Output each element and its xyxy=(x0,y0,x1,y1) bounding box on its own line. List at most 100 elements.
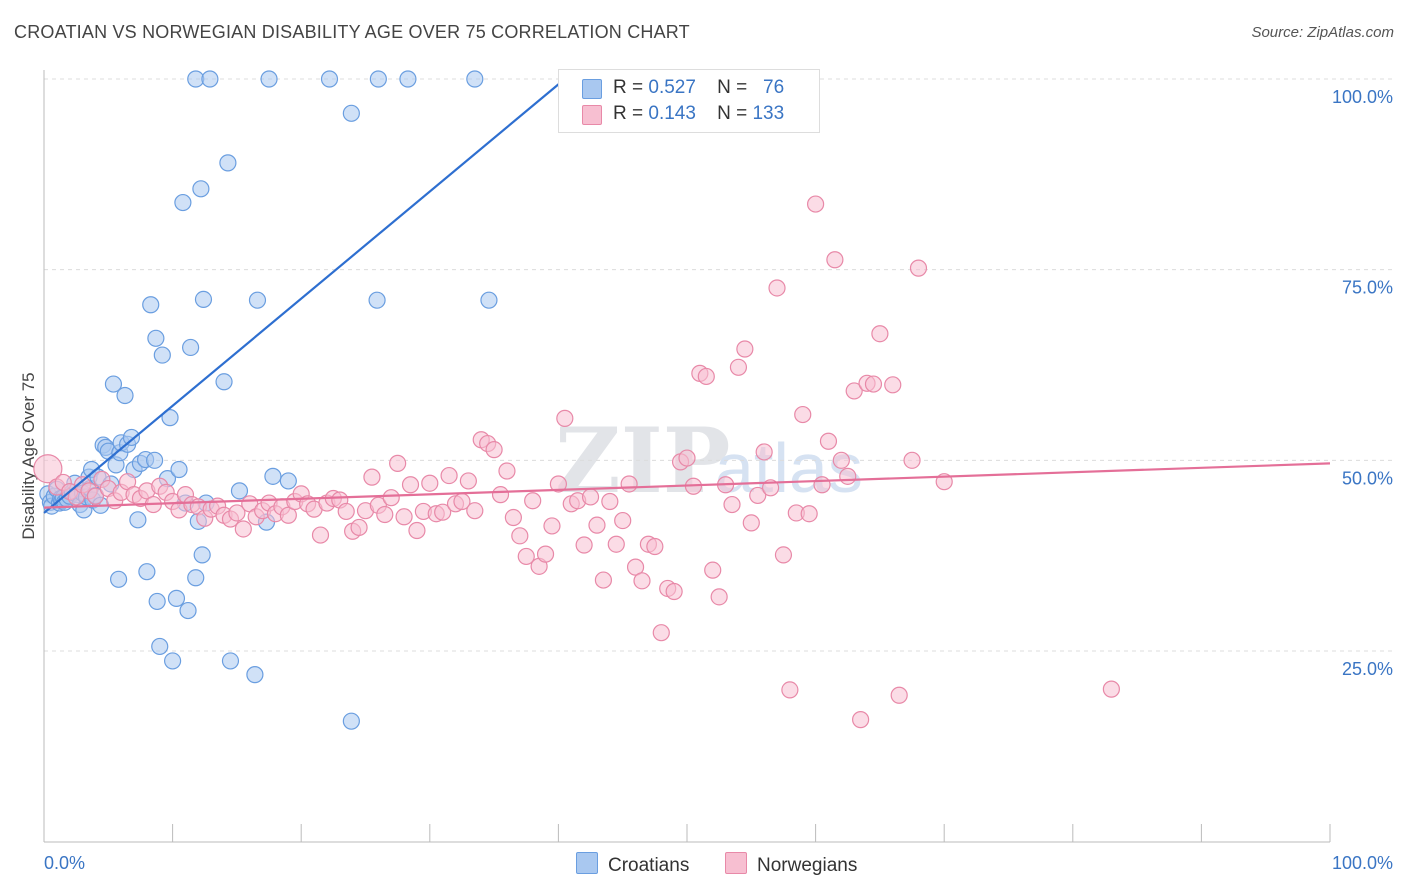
data-point-croatians xyxy=(201,70,219,88)
data-point-norwegians xyxy=(408,521,426,540)
data-point-croatians xyxy=(193,546,211,564)
data-point-norwegians xyxy=(614,511,632,530)
data-point-norwegians xyxy=(588,516,606,534)
data-point-croatians xyxy=(368,291,386,309)
data-point-croatians xyxy=(369,70,387,88)
data-point-norwegians xyxy=(524,492,542,510)
legend-r-value: 0.527 xyxy=(648,77,696,98)
y-tick-label: 50.0% xyxy=(1342,468,1393,488)
legend-n-label: N = xyxy=(717,103,748,124)
data-point-norwegians xyxy=(575,536,593,554)
data-point-norwegians xyxy=(909,259,928,277)
data-point-norwegians xyxy=(485,441,503,459)
legend-n-label: N = xyxy=(717,77,748,98)
data-point-norwegians xyxy=(652,624,670,642)
data-point-norwegians xyxy=(601,492,619,511)
data-point-croatians xyxy=(174,193,192,212)
data-point-croatians xyxy=(248,291,267,309)
data-point-croatians xyxy=(116,386,134,405)
data-point-norwegians xyxy=(337,502,355,521)
bottom-legend-norwegians: Norwegians xyxy=(725,852,857,877)
data-point-norwegians xyxy=(852,711,870,729)
data-point-croatians xyxy=(164,652,182,670)
data-point-norwegians xyxy=(1102,680,1120,698)
data-point-norwegians xyxy=(620,475,638,493)
legend-swatch-croatians xyxy=(582,79,602,99)
bottom-legend-swatch-norwegians xyxy=(725,852,747,874)
legend-r-label: R = xyxy=(613,77,644,98)
y-axis-label: Disability Age Over 75 xyxy=(19,372,38,539)
data-point-norwegians xyxy=(491,486,510,504)
data-point-croatians xyxy=(145,451,164,469)
data-point-croatians xyxy=(109,570,128,588)
data-point-norwegians xyxy=(723,495,741,514)
data-point-norwegians xyxy=(33,454,63,484)
data-point-norwegians xyxy=(903,451,921,469)
data-point-norwegians xyxy=(581,488,600,506)
bottom-legend-label: Norwegians xyxy=(757,855,858,876)
data-point-norwegians xyxy=(749,486,767,505)
data-point-croatians xyxy=(264,467,282,485)
data-point-norwegians xyxy=(774,546,793,564)
data-point-croatians xyxy=(230,482,249,500)
y-tick-label: 25.0% xyxy=(1342,659,1393,679)
data-point-croatians xyxy=(192,180,210,198)
data-point-norwegians xyxy=(389,454,407,472)
data-point-norwegians xyxy=(742,514,760,532)
data-point-norwegians xyxy=(890,686,908,704)
data-point-croatians xyxy=(342,712,360,730)
data-point-croatians xyxy=(221,652,240,670)
data-point-norwegians xyxy=(350,518,368,537)
data-point-norwegians xyxy=(794,405,812,424)
data-point-croatians xyxy=(138,563,156,581)
data-point-norwegians xyxy=(421,474,439,492)
data-point-croatians xyxy=(151,637,169,656)
data-point-croatians xyxy=(129,511,147,529)
legend-n-value: 76 xyxy=(763,77,785,98)
data-point-croatians xyxy=(399,70,417,88)
data-point-croatians xyxy=(480,291,498,309)
data-point-norwegians xyxy=(536,545,555,563)
data-point-norwegians xyxy=(704,561,722,579)
data-point-croatians xyxy=(104,375,123,393)
data-point-norwegians xyxy=(607,535,625,553)
data-point-norwegians xyxy=(755,443,773,461)
x-tick-label-max: 100.0% xyxy=(1332,853,1393,873)
data-point-croatians xyxy=(187,569,205,587)
x-tick-label-min: 0.0% xyxy=(44,853,85,873)
y-tick-label: 100.0% xyxy=(1332,87,1393,107)
data-point-norwegians xyxy=(234,520,252,538)
data-point-norwegians xyxy=(376,505,394,524)
data-point-norwegians xyxy=(279,506,297,524)
data-point-norwegians xyxy=(401,476,420,494)
trend-line-croatians xyxy=(43,78,566,514)
data-point-norwegians xyxy=(729,358,748,376)
data-point-croatians xyxy=(167,589,186,607)
data-point-norwegians xyxy=(633,572,651,590)
legend-r-label: R = xyxy=(613,103,644,124)
legend-n-value: 133 xyxy=(752,103,785,124)
data-point-croatians xyxy=(153,346,171,364)
data-point-croatians xyxy=(246,666,264,684)
correlation-legend: R = 0.527 N = 76 R = 0.143 N = 133 xyxy=(558,69,820,133)
data-point-norwegians xyxy=(556,409,574,427)
data-point-norwegians xyxy=(228,504,246,522)
legend-r-value: 0.143 xyxy=(648,103,696,124)
data-point-croatians xyxy=(260,70,278,88)
data-point-norwegians xyxy=(86,487,105,505)
data-point-norwegians xyxy=(845,382,863,400)
bottom-legend-croatians: Croatians xyxy=(576,852,689,877)
data-point-norwegians xyxy=(382,489,400,507)
chart-title: CROATIAN VS NORWEGIAN DISABILITY AGE OVE… xyxy=(14,22,690,42)
data-point-croatians xyxy=(219,154,237,172)
data-point-norwegians xyxy=(781,681,799,699)
data-point-norwegians xyxy=(440,466,458,485)
data-point-croatians xyxy=(161,409,179,427)
data-point-croatians xyxy=(170,460,188,479)
y-tick-label: 75.0% xyxy=(1342,278,1393,298)
data-point-norwegians xyxy=(395,508,413,526)
data-point-norwegians xyxy=(626,558,645,576)
data-point-norwegians xyxy=(504,508,522,527)
data-point-norwegians xyxy=(819,432,838,450)
data-point-norwegians xyxy=(646,537,664,556)
